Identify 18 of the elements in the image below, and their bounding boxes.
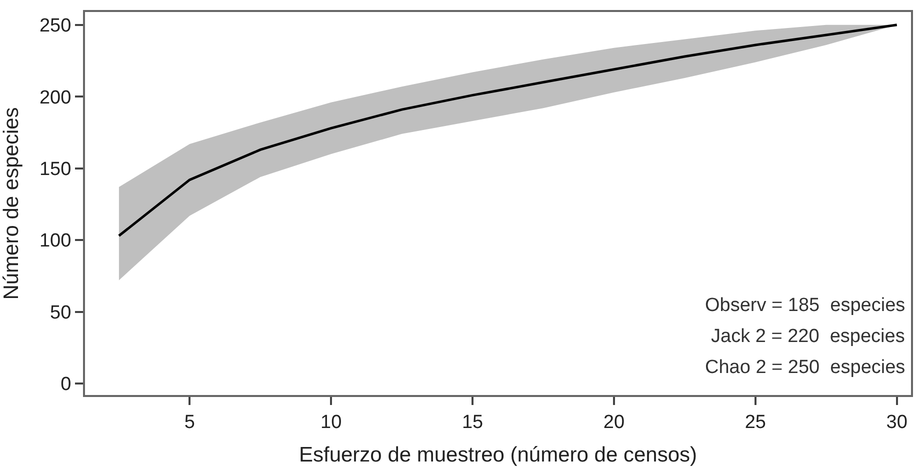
line-series [118,24,898,238]
x-tick-label: 10 [320,412,342,433]
y-tick-label: 200 [39,87,72,108]
x-axis-title: Esfuerzo de muestreo (número de censos) [298,444,698,466]
x-tick-label: 30 [886,412,908,433]
y-axis-title: Número de especies [0,107,24,300]
annotation: Chao 2 = 250 especies [705,357,906,378]
y-tick-label: 50 [50,302,72,324]
annotation: Observ = 185 especies [705,295,906,316]
annotation: Jack 2 = 220 especies [711,326,905,347]
y-tick-label: 100 [39,230,72,252]
x-tick-label: 15 [462,412,484,433]
y-tick-label: 0 [60,374,72,396]
x-tick-label: 5 [184,412,195,433]
x-tick-label: 20 [603,412,625,433]
x-tick-label: 25 [744,412,766,433]
y-tick-label: 150 [39,159,72,180]
y-tick-label: 250 [39,16,72,37]
